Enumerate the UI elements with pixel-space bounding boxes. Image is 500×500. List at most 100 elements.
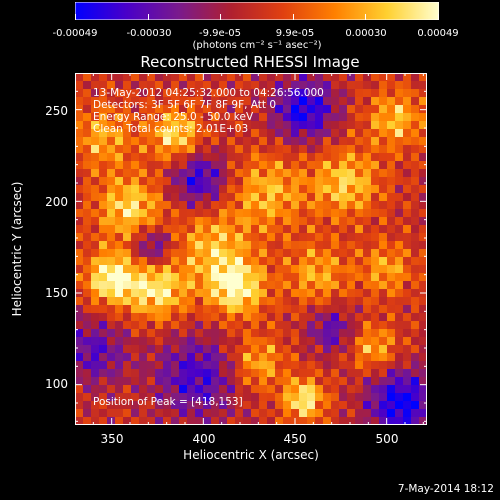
heatmap-cell xyxy=(163,121,172,130)
x-tick-label: 400 xyxy=(192,432,216,446)
heatmap-cell xyxy=(251,321,260,330)
heatmap-cell xyxy=(379,81,388,90)
heatmap-cell xyxy=(395,249,404,258)
heatmap-cell xyxy=(203,185,212,194)
heatmap-cell xyxy=(347,265,356,274)
heatmap-cell xyxy=(395,97,404,106)
heatmap-cell xyxy=(99,385,108,394)
heatmap-cell xyxy=(387,185,396,194)
heatmap-cell xyxy=(219,377,228,386)
heatmap-cell xyxy=(75,385,84,394)
heatmap-cell xyxy=(259,177,268,186)
heatmap-cell xyxy=(403,97,412,106)
heatmap-cell xyxy=(419,353,427,362)
heatmap-cell xyxy=(395,337,404,346)
heatmap-cell xyxy=(291,137,300,146)
heatmap-cell xyxy=(155,241,164,250)
heatmap-cell xyxy=(75,281,84,290)
heatmap-cell xyxy=(147,129,156,138)
heatmap-cell xyxy=(227,361,236,370)
heatmap-cell xyxy=(251,145,260,154)
heatmap-cell xyxy=(371,305,380,314)
heatmap-cell xyxy=(83,233,92,242)
heatmap-cell xyxy=(275,393,284,402)
heatmap-cell xyxy=(243,377,252,386)
heatmap-cell xyxy=(99,417,108,425)
heatmap-cell xyxy=(331,257,340,266)
heatmap-cell xyxy=(195,113,204,122)
heatmap-cell xyxy=(259,217,268,226)
heatmap-cell xyxy=(275,73,284,82)
heatmap-cell xyxy=(283,393,292,402)
heatmap-cell xyxy=(203,329,212,338)
heatmap-cell xyxy=(195,97,204,106)
heatmap-cell xyxy=(211,409,220,418)
heatmap-cell xyxy=(283,353,292,362)
heatmap-cell xyxy=(387,145,396,154)
heatmap-cell xyxy=(123,273,132,282)
heatmap-cell xyxy=(283,209,292,218)
heatmap-cell xyxy=(275,273,284,282)
heatmap-cell xyxy=(115,169,124,178)
heatmap-cell xyxy=(179,153,188,162)
heatmap-cell xyxy=(283,361,292,370)
heatmap-cell xyxy=(355,233,364,242)
heatmap-cell xyxy=(75,121,84,130)
heatmap-cell xyxy=(251,241,260,250)
heatmap-cell xyxy=(187,209,196,218)
heatmap-cell xyxy=(355,129,364,138)
heatmap-cell xyxy=(131,401,140,410)
heatmap-cell xyxy=(403,113,412,122)
heatmap-cell xyxy=(259,193,268,202)
heatmap-cell xyxy=(75,185,84,194)
heatmap-cell xyxy=(75,257,84,266)
heatmap-cell xyxy=(275,89,284,98)
heatmap-cell xyxy=(363,273,372,282)
heatmap-cell xyxy=(387,73,396,82)
heatmap-cell xyxy=(379,417,388,425)
heatmap-cell xyxy=(331,169,340,178)
heatmap-cell xyxy=(123,353,132,362)
heatmap-cell xyxy=(403,105,412,114)
heatmap-cell xyxy=(195,241,204,250)
heatmap-cell xyxy=(387,97,396,106)
heatmap-cell xyxy=(403,201,412,210)
heatmap-cell xyxy=(171,393,180,402)
heatmap-cell xyxy=(211,353,220,362)
heatmap-cell xyxy=(219,409,228,418)
heatmap-cell xyxy=(203,297,212,306)
heatmap-cell xyxy=(171,305,180,314)
heatmap-cell xyxy=(259,329,268,338)
heatmap-cell xyxy=(147,73,156,82)
heatmap-cell xyxy=(419,385,427,394)
heatmap-cell xyxy=(219,369,228,378)
heatmap-cell xyxy=(163,329,172,338)
heatmap-cell xyxy=(83,73,92,82)
heatmap-cell xyxy=(347,345,356,354)
heatmap-cell xyxy=(235,313,244,322)
heatmap-cell xyxy=(371,257,380,266)
heatmap-cell xyxy=(251,257,260,266)
heatmap-cell xyxy=(275,265,284,274)
heatmap-cell xyxy=(187,97,196,106)
heatmap-cell xyxy=(347,169,356,178)
heatmap-cell xyxy=(83,169,92,178)
heatmap-cell xyxy=(267,121,276,130)
heatmap-cell xyxy=(363,289,372,298)
heatmap-cell xyxy=(331,265,340,274)
heatmap-cell xyxy=(75,321,84,330)
heatmap-cell xyxy=(227,177,236,186)
heatmap-cell xyxy=(411,305,420,314)
heatmap-cell xyxy=(203,169,212,178)
heatmap-cell xyxy=(347,137,356,146)
heatmap-cell xyxy=(219,81,228,90)
heatmap-cell xyxy=(299,329,308,338)
heatmap-cell xyxy=(299,321,308,330)
heatmap-cell xyxy=(179,121,188,130)
heatmap-cell xyxy=(123,329,132,338)
heatmap-cell xyxy=(259,249,268,258)
heatmap-cell xyxy=(347,121,356,130)
heatmap-cell xyxy=(187,385,196,394)
heatmap-cell xyxy=(123,201,132,210)
heatmap-cell xyxy=(179,289,188,298)
